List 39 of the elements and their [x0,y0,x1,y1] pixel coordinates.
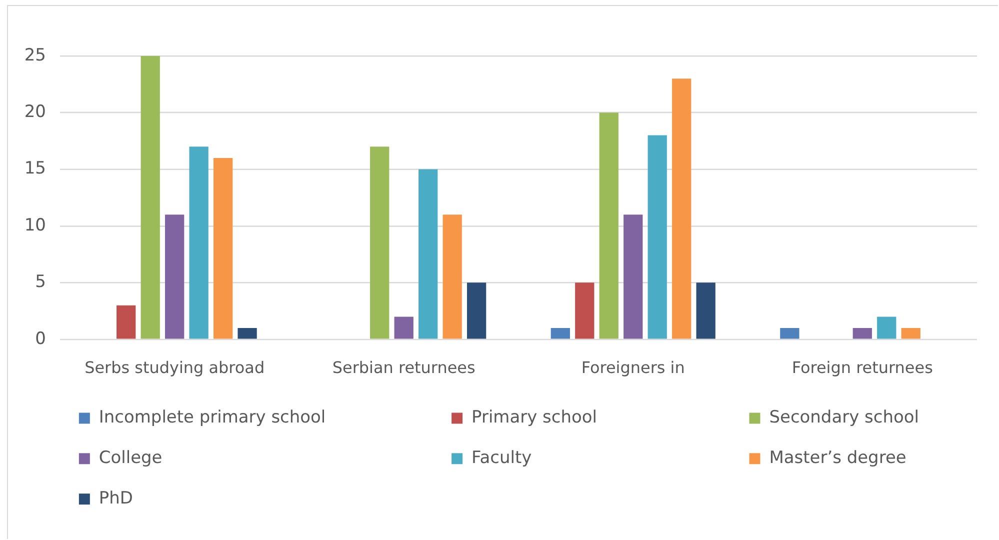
y-tick-label: 5 [35,272,46,292]
bar [852,328,872,339]
legend-label: Incomplete primary school [98,408,326,428]
bar [116,305,136,339]
bar [648,135,667,339]
bar [213,158,233,339]
x-tick-label: Foreigners in [581,358,685,378]
bar [624,214,643,339]
y-tick-label: 25 [24,45,46,66]
bar [466,282,486,339]
bar [189,146,208,339]
legend-label: Master’s degree [769,448,906,468]
bar [165,214,184,339]
x-tick-label: Foreign returnees [792,358,933,378]
bar [418,169,438,339]
bar [780,328,800,339]
legend-label: Primary school [472,408,597,428]
y-tick-label: 10 [24,215,46,236]
bar [599,112,618,339]
legend-label: PhD [98,488,133,508]
y-tick-label: 20 [24,102,46,122]
bar [238,328,257,339]
y-tick-label: 0 [35,328,46,349]
y-tick-label: 15 [24,158,46,179]
legend-label: College [98,448,162,468]
x-tick-label: Serbs studying abroad [84,358,265,378]
bar [696,282,716,339]
bar [575,282,594,339]
legend-label: Secondary school [769,408,919,428]
bar [140,56,160,339]
bar [877,316,896,339]
bar [442,214,462,339]
x-tick-label: Serbian returnees [332,358,476,378]
legend-label: Faculty [472,448,532,468]
bar [550,328,570,339]
bar [394,316,414,339]
bar [901,328,920,339]
bar [672,78,692,339]
bar [370,146,390,339]
